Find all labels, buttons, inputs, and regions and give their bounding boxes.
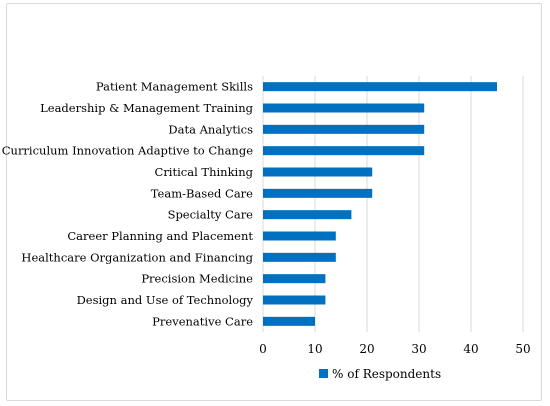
category-label: Curriculum Innovation Adaptive to Change (2, 144, 253, 158)
bars (263, 82, 497, 326)
bar (263, 124, 425, 134)
x-tick-label: 50 (515, 342, 530, 356)
bar (263, 103, 425, 113)
category-labels: Patient Management Skills Leadership & Ma… (2, 80, 254, 329)
category-label: Team-Based Care (151, 186, 253, 200)
bar (263, 188, 373, 198)
x-tick-label: 0 (259, 342, 267, 356)
legend-swatch (319, 369, 328, 378)
x-tick-label: 30 (411, 342, 426, 356)
category-label: Patient Management Skills (96, 80, 253, 94)
x-tick-label: 20 (359, 342, 374, 356)
category-label: Data Analytics (168, 122, 253, 136)
category-label: Healthcare Organization and Financing (21, 250, 253, 264)
bar (263, 231, 336, 241)
bar (263, 167, 373, 177)
category-label: Critical Thinking (155, 165, 254, 179)
category-label: Design and Use of Technology (77, 293, 254, 307)
category-label: Leadership & Management Training (40, 101, 254, 115)
bar (263, 146, 425, 156)
bar (263, 295, 326, 305)
legend: % of Respondents (319, 367, 441, 381)
bar (263, 210, 352, 220)
category-label: Career Planning and Placement (67, 229, 253, 243)
bar (263, 82, 497, 92)
x-tick-labels: 0 10 20 30 40 50 (259, 342, 530, 356)
bar (263, 274, 326, 284)
category-label: Prevenative Care (152, 314, 253, 328)
x-tick-label: 40 (463, 342, 478, 356)
chart-frame (6, 3, 542, 401)
x-tick-label: 10 (307, 342, 322, 356)
bar (263, 252, 336, 262)
legend-label: % of Respondents (332, 367, 441, 381)
bar (263, 316, 315, 326)
gridlines (262, 76, 524, 332)
category-label: Precision Medicine (141, 272, 253, 286)
category-label: Specialty Care (168, 208, 254, 222)
